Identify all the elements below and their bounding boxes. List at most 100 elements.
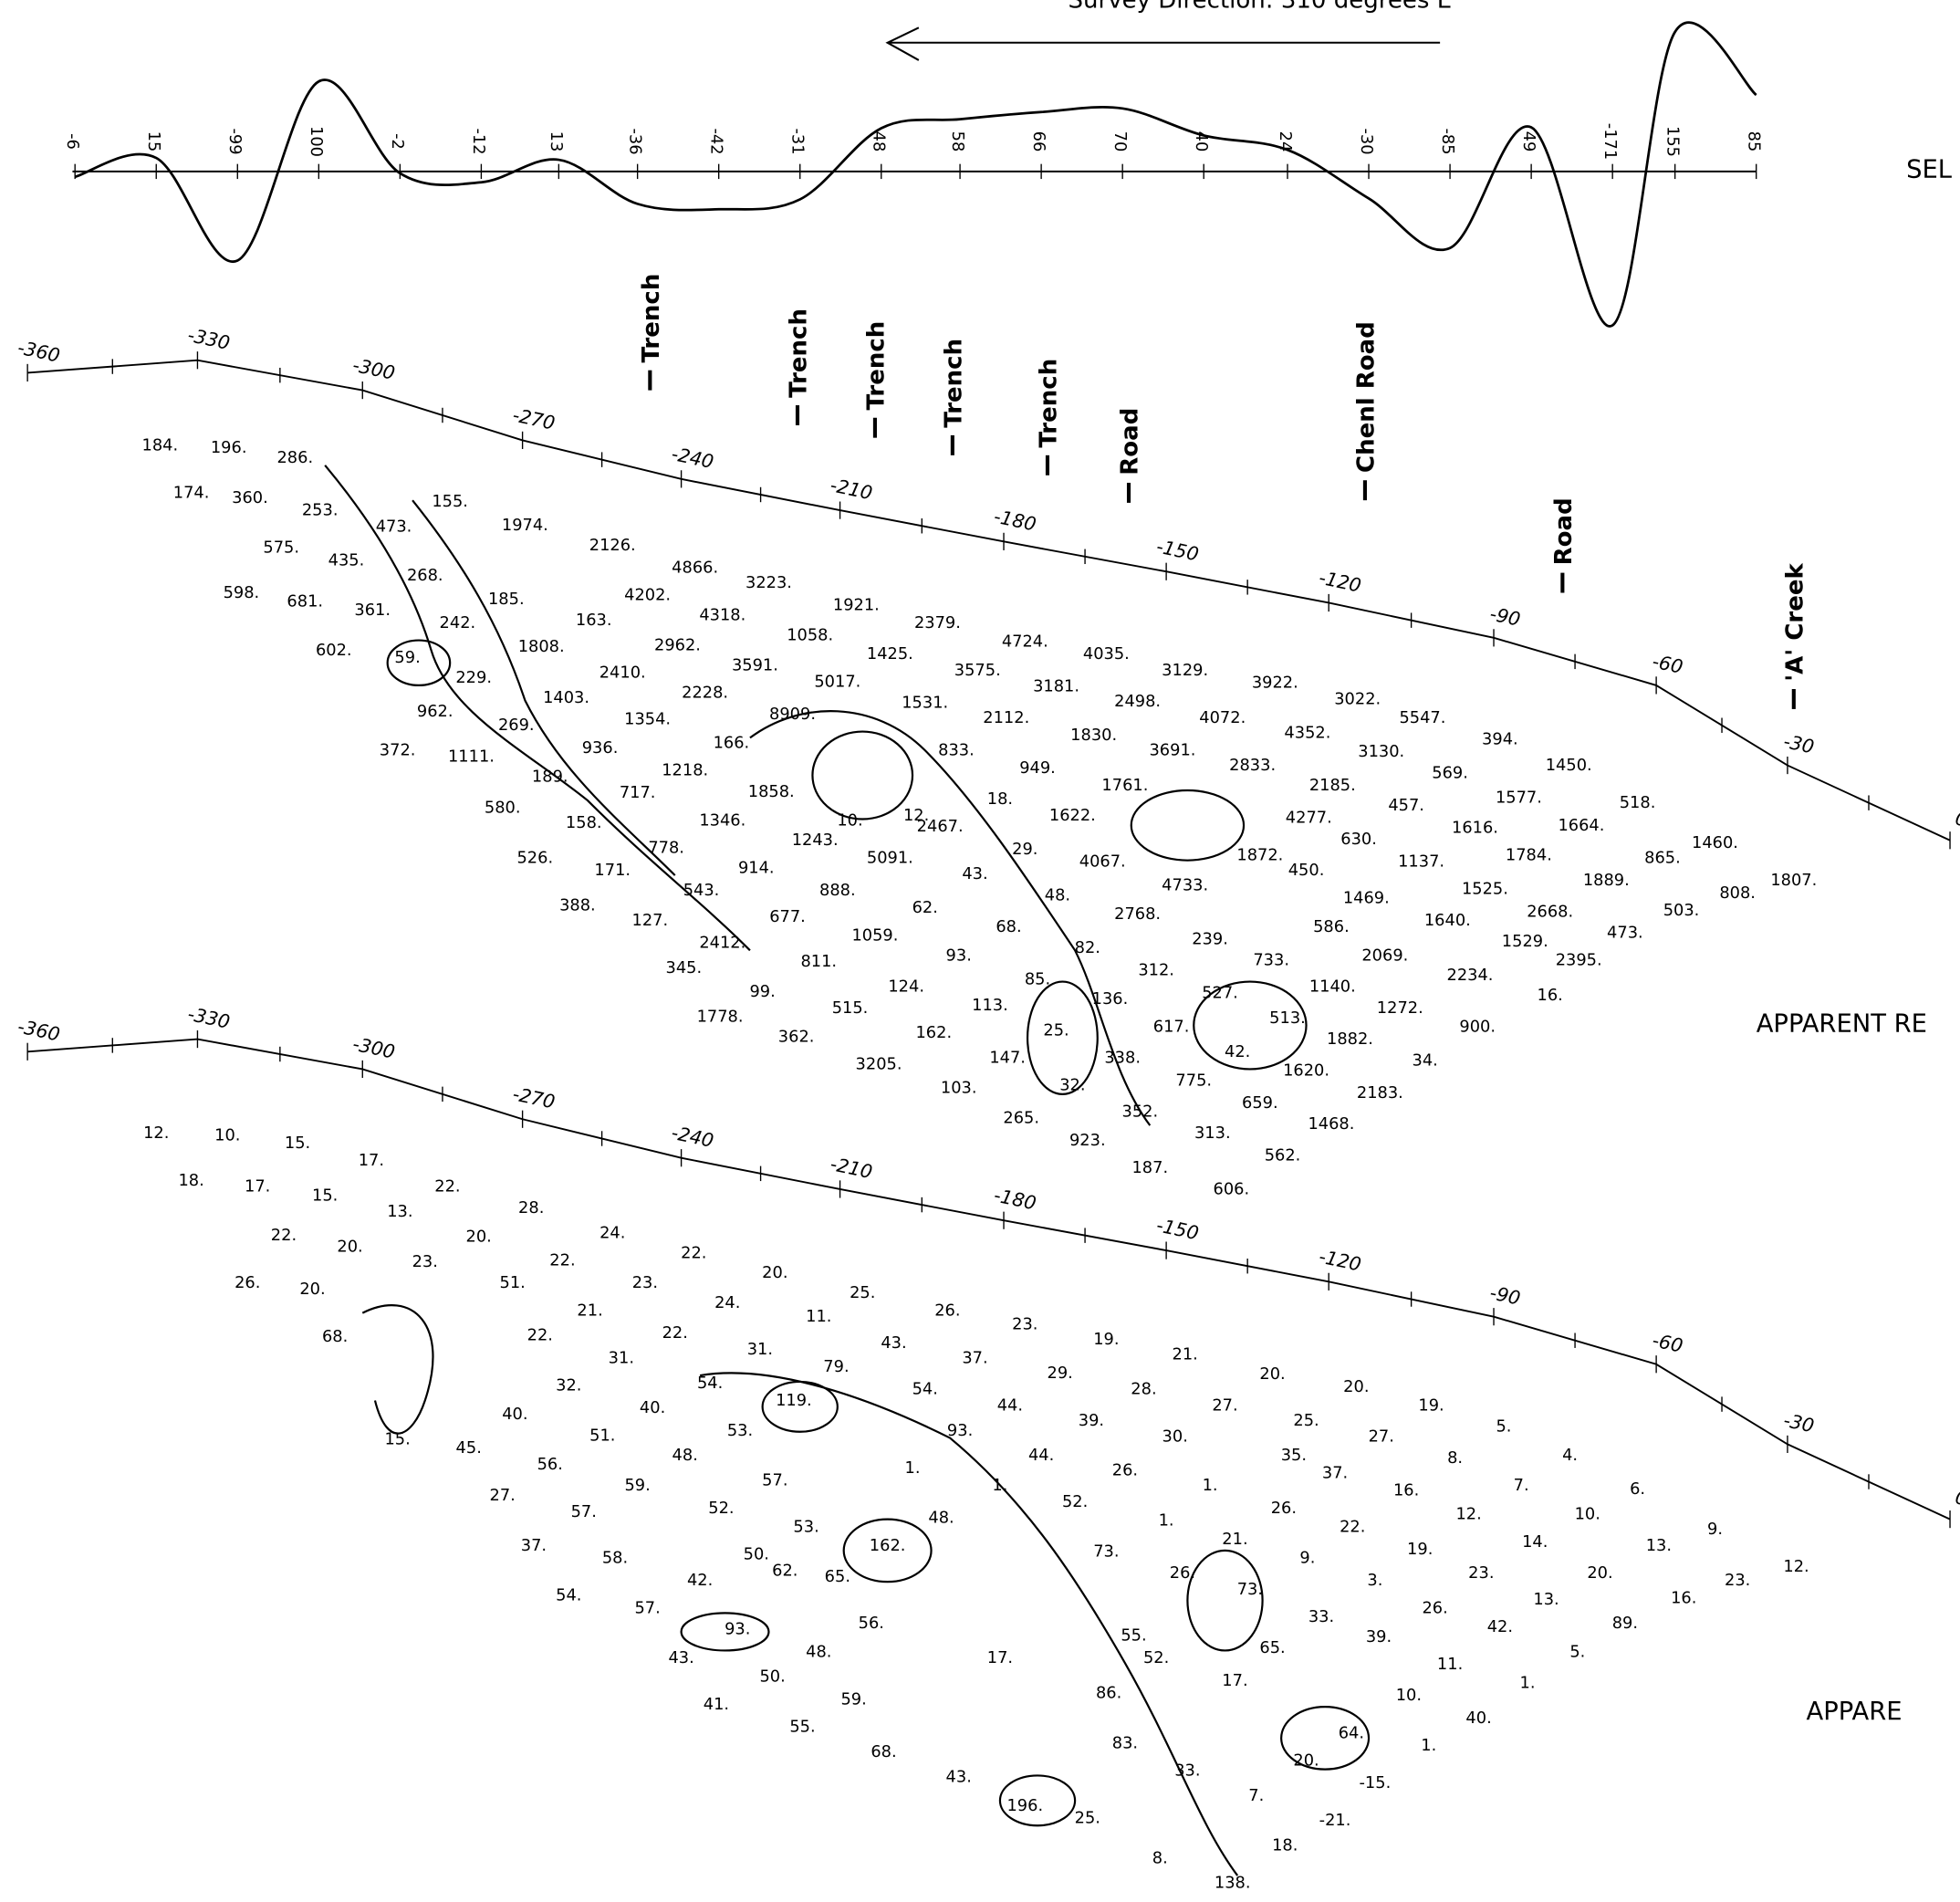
section-value: 136. xyxy=(1092,989,1129,1008)
section-value: 13. xyxy=(1533,1590,1559,1609)
section-value: 22. xyxy=(271,1226,297,1245)
section-value: 3130. xyxy=(1358,742,1404,761)
section-value: 22. xyxy=(681,1243,706,1262)
section-value: 11. xyxy=(806,1307,831,1326)
section-value: 2410. xyxy=(599,664,646,683)
section-value: 435. xyxy=(328,550,365,570)
position-label: -270 xyxy=(511,1082,558,1113)
section-value: 3922. xyxy=(1252,674,1298,693)
position-label: -360 xyxy=(16,1015,62,1045)
section-value: 1460. xyxy=(1692,833,1738,852)
section-value: 45. xyxy=(456,1438,482,1458)
section-value: 86. xyxy=(1096,1684,1121,1703)
section-value: 606. xyxy=(1214,1179,1250,1198)
section-value: 1425. xyxy=(867,644,913,664)
section-value: 57. xyxy=(762,1471,787,1490)
section-value: 43. xyxy=(962,864,987,883)
section-value: 85. xyxy=(1025,969,1050,988)
feature-label: Trench xyxy=(1036,359,1063,448)
section-value: 31. xyxy=(747,1340,773,1359)
profile-label: -171 xyxy=(1600,123,1620,160)
section-value: 5. xyxy=(1569,1642,1585,1661)
section-value: 865. xyxy=(1644,848,1681,867)
section-value: 4352. xyxy=(1284,723,1330,742)
section-value: 83. xyxy=(1112,1733,1138,1752)
section-value: 40. xyxy=(1465,1709,1491,1728)
section-value: 1807. xyxy=(1770,871,1817,890)
section-value: 33. xyxy=(1308,1607,1334,1626)
section-value: 10. xyxy=(214,1126,240,1145)
section-value: 20. xyxy=(1259,1364,1285,1384)
section-value: 26. xyxy=(934,1301,960,1320)
section-value: 8. xyxy=(1447,1448,1463,1468)
section-value: 18. xyxy=(987,789,1013,809)
section-value: 1664. xyxy=(1558,816,1604,835)
profile-label: 85 xyxy=(1744,131,1763,152)
section-value: 52. xyxy=(1143,1648,1169,1667)
section-value: 29. xyxy=(1012,840,1037,859)
profile-label: -12 xyxy=(469,128,488,154)
section-value: 54. xyxy=(556,1586,581,1605)
section-value: 2833. xyxy=(1229,756,1276,775)
side-label: SEL xyxy=(1906,156,1953,184)
section-value: 10. xyxy=(1575,1505,1600,1524)
section-value: 59. xyxy=(840,1689,866,1709)
section-value: 2498. xyxy=(1114,692,1161,711)
section-value: 888. xyxy=(819,881,856,900)
section-value: 677. xyxy=(769,907,806,926)
section-value: 9. xyxy=(1299,1549,1315,1568)
section-value: 62. xyxy=(912,898,938,917)
section-value: 1921. xyxy=(833,596,880,615)
section-value: 811. xyxy=(800,952,837,971)
section-value: 20. xyxy=(1293,1750,1319,1770)
section-value: 1469. xyxy=(1343,888,1390,907)
section-value: 23. xyxy=(1725,1571,1750,1590)
section-value: 37. xyxy=(962,1348,987,1367)
section-value: 93. xyxy=(725,1620,750,1639)
section-value: 52. xyxy=(1062,1492,1088,1511)
section-value: 503. xyxy=(1663,901,1700,920)
section-value: 3022. xyxy=(1334,689,1381,708)
section-value: 22. xyxy=(549,1251,575,1270)
profile-label: 48 xyxy=(870,131,889,152)
section-value: 68. xyxy=(871,1742,896,1761)
section-value: 2069. xyxy=(1361,946,1408,965)
section-value: 22. xyxy=(1340,1517,1365,1536)
section-value: 2185. xyxy=(1309,776,1356,795)
section-value: -15. xyxy=(1360,1773,1392,1792)
section-value: 10. xyxy=(1396,1686,1422,1705)
section-value: 32. xyxy=(1059,1076,1085,1095)
section-value: 1403. xyxy=(543,688,589,707)
section-value: 1808. xyxy=(518,637,565,656)
section-value: 68. xyxy=(996,917,1021,936)
section-value: 31. xyxy=(609,1348,634,1367)
profile-label: -42 xyxy=(706,128,725,154)
section-value: -21. xyxy=(1319,1811,1351,1830)
feature-label: Road xyxy=(1550,497,1578,565)
section-value: 586. xyxy=(1313,917,1350,936)
section-value: 16. xyxy=(1671,1588,1696,1607)
section-value: 28. xyxy=(1131,1380,1156,1399)
profile-label: -85 xyxy=(1438,128,1457,154)
section-value: 187. xyxy=(1131,1158,1168,1177)
section-value: 51. xyxy=(589,1426,615,1445)
section-value: 56. xyxy=(537,1455,563,1474)
section-value: 51. xyxy=(500,1273,526,1292)
section-value: 4866. xyxy=(672,559,718,578)
section-value: 388. xyxy=(559,895,596,914)
profile-label: -2 xyxy=(388,133,407,150)
position-label: -330 xyxy=(186,324,233,354)
section-value: 2228. xyxy=(682,684,728,703)
feature-label: Trench xyxy=(786,308,813,398)
section-label: APPARENT RE xyxy=(1757,1009,1927,1038)
section-value: 269. xyxy=(498,716,535,735)
section-value: 778. xyxy=(648,838,684,857)
section-value: 2395. xyxy=(1556,951,1602,970)
section-value: 345. xyxy=(666,958,703,977)
section-value: 630. xyxy=(1340,830,1377,849)
section-value: 18. xyxy=(1272,1836,1298,1855)
section-value: 2126. xyxy=(589,536,636,555)
section-value: 9. xyxy=(1707,1520,1723,1539)
section-value: 1616. xyxy=(1452,819,1498,838)
section-value: 42. xyxy=(1225,1042,1250,1061)
